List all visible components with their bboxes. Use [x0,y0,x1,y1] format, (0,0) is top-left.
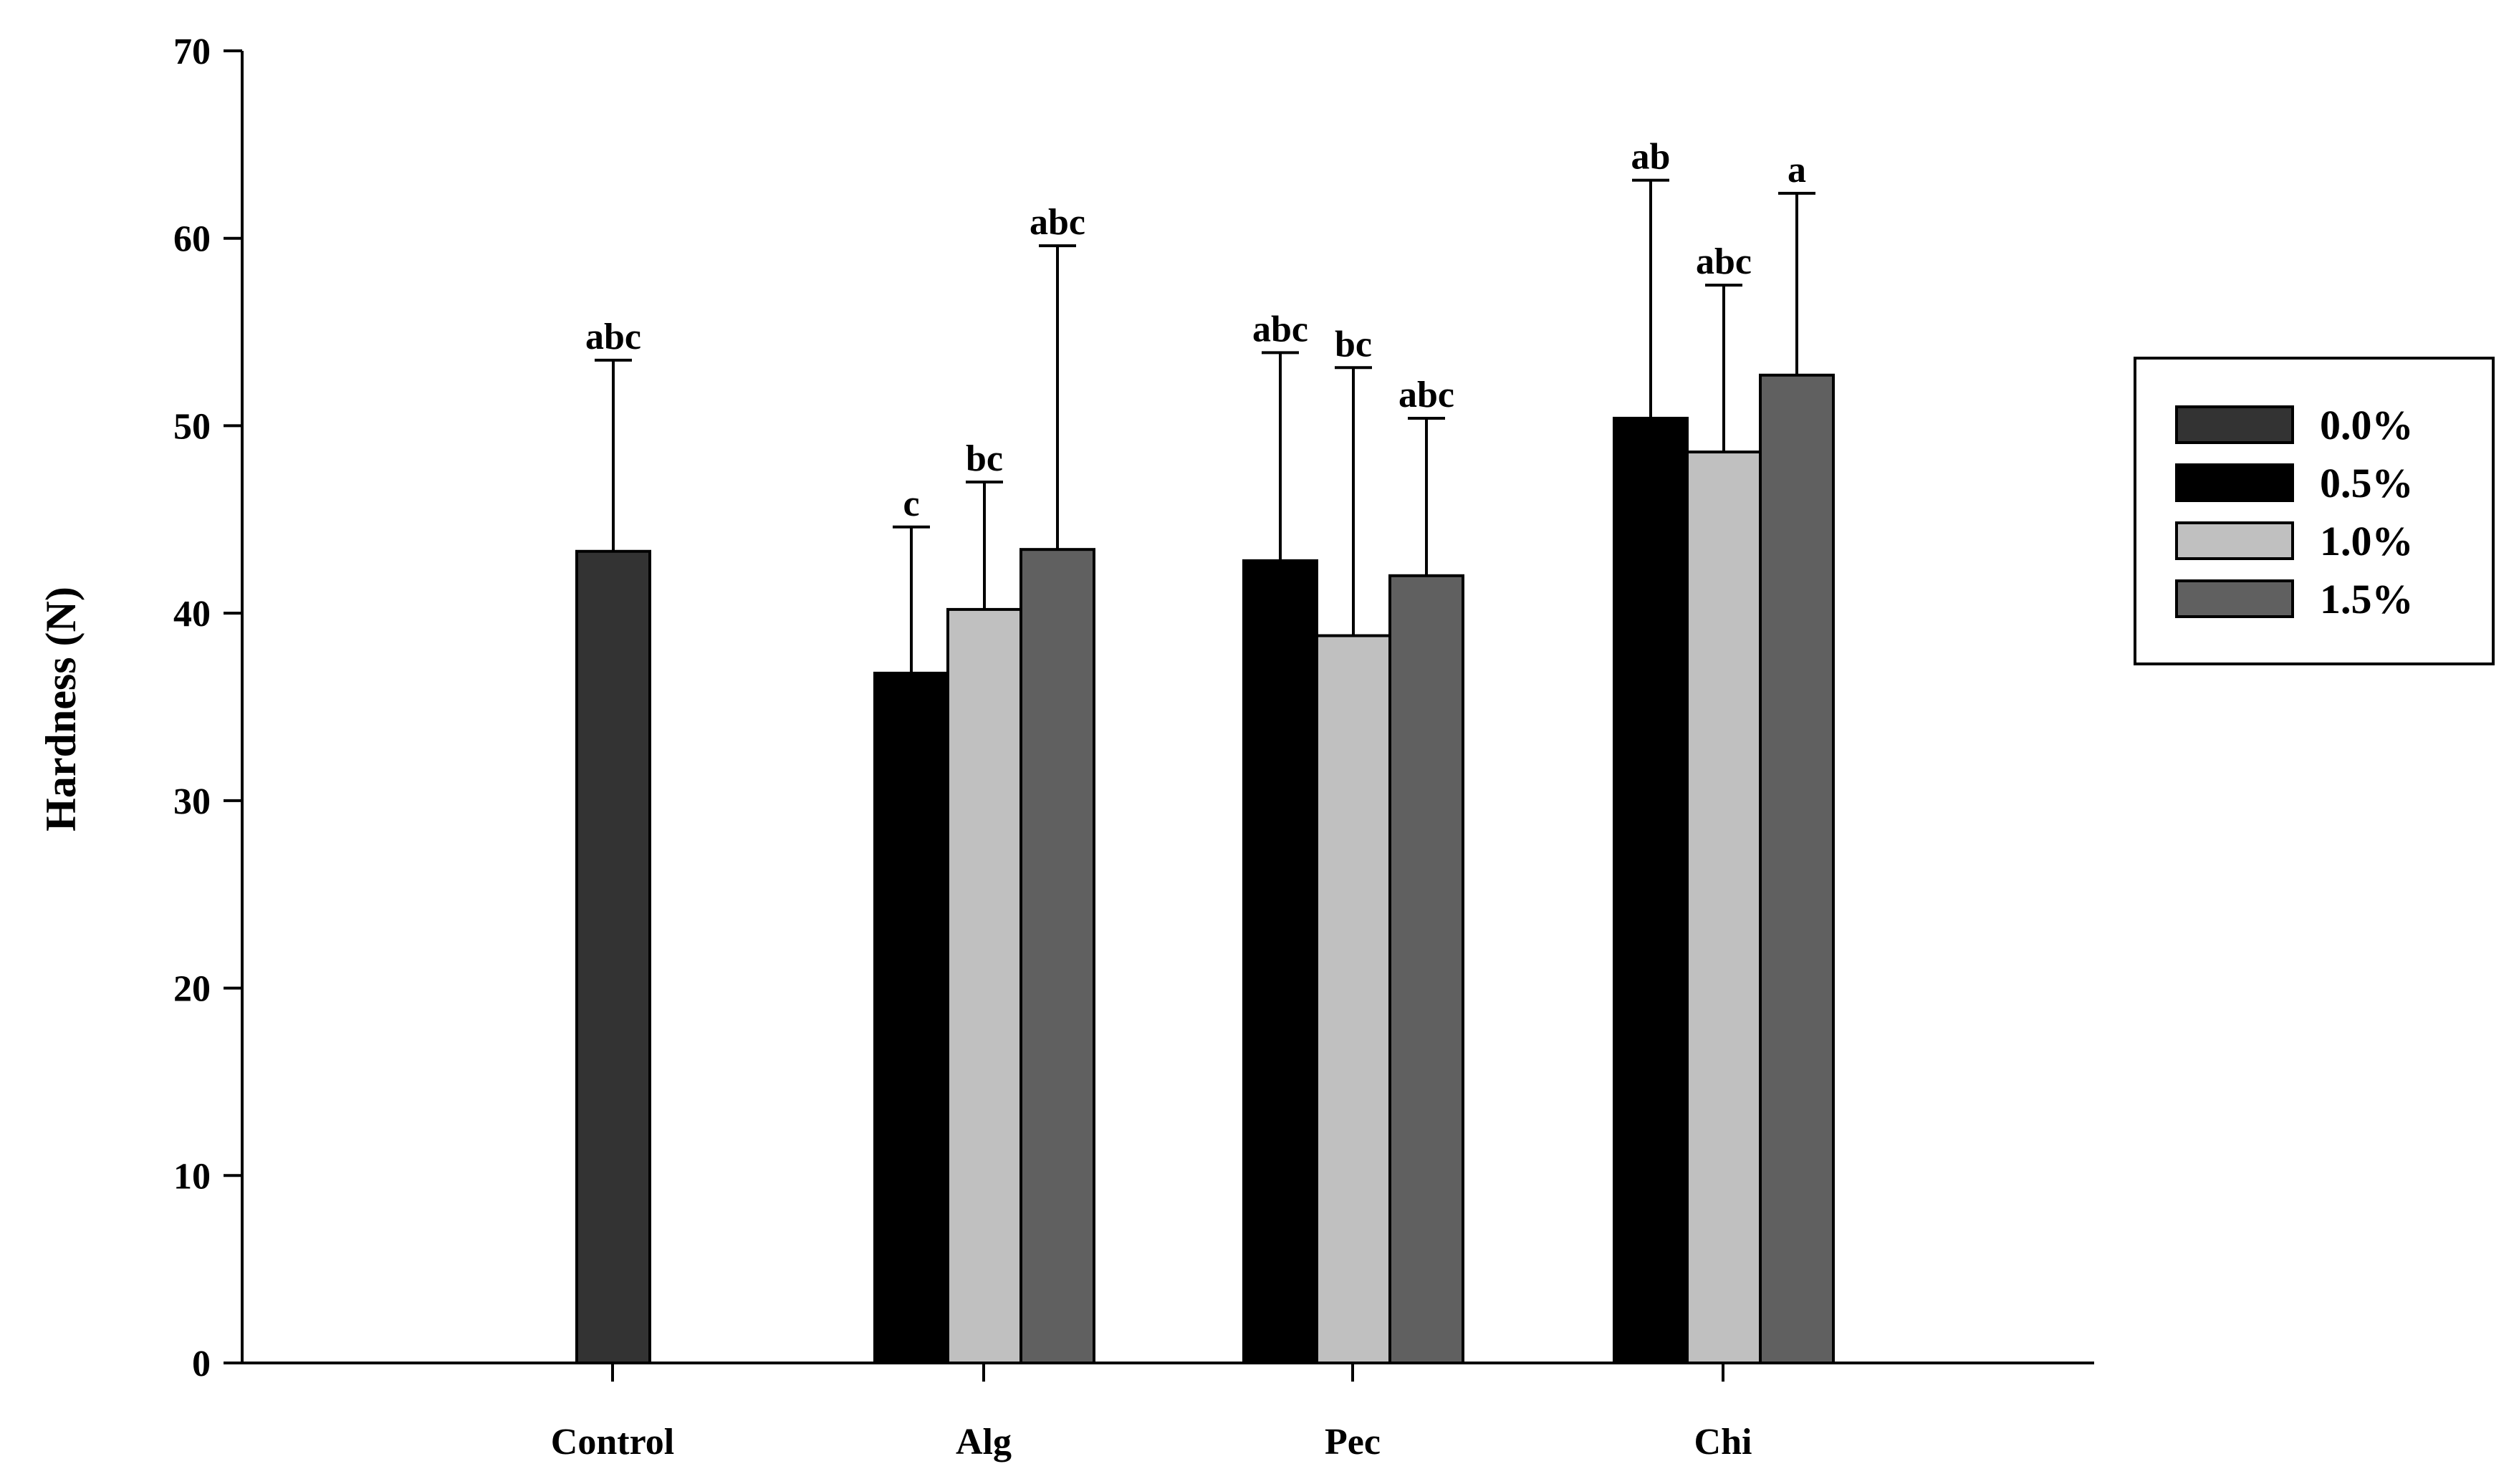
bar [575,549,651,1365]
legend-swatch [2175,579,2294,618]
legend-label: 0.5% [2320,460,2414,506]
significance-label: abc [1696,241,1752,282]
bar [1613,416,1689,1365]
y-tick-label: 50 [173,406,211,447]
x-tick-label: Chi [1694,1422,1752,1463]
legend-swatch [2175,405,2294,444]
legend-swatch [2175,463,2294,502]
x-tick-label: Pec [1325,1422,1381,1463]
significance-label: c [903,483,919,524]
significance-label: bc [1335,324,1372,365]
bar [1242,559,1318,1364]
significance-label: ab [1631,137,1671,178]
legend-label: 0.0% [2320,402,2414,448]
legend: 0.0% 0.5% 1.0% 1.5% [2134,357,2495,665]
y-tick-label: 70 [173,32,211,72]
significance-label: abc [585,317,641,357]
significance-label: abc [1030,202,1085,243]
significance-label: abc [1252,309,1308,350]
y-tick-label: 20 [173,969,211,1010]
significance-label: bc [966,438,1003,479]
bar [1759,373,1835,1364]
bar [946,607,1022,1364]
significance-label: a [1788,150,1806,191]
legend-swatch [2175,521,2294,560]
y-tick-label: 30 [173,781,211,822]
legend-label: 1.0% [2320,518,2414,564]
x-tick-label: Alg [956,1422,1012,1463]
legend-label: 1.5% [2320,576,2414,622]
bar [1315,634,1391,1364]
bar [1019,548,1095,1364]
bar [873,671,949,1364]
x-tick-label: Control [551,1422,674,1463]
y-tick-label: 0 [192,1344,211,1384]
significance-label: abc [1398,375,1454,415]
y-tick-label: 10 [173,1156,211,1197]
bar [1388,574,1464,1364]
y-tick-label: 40 [173,594,211,635]
y-tick-label: 60 [173,219,211,260]
bar [1686,450,1762,1364]
y-axis-title: Hardness (N) [37,587,85,832]
